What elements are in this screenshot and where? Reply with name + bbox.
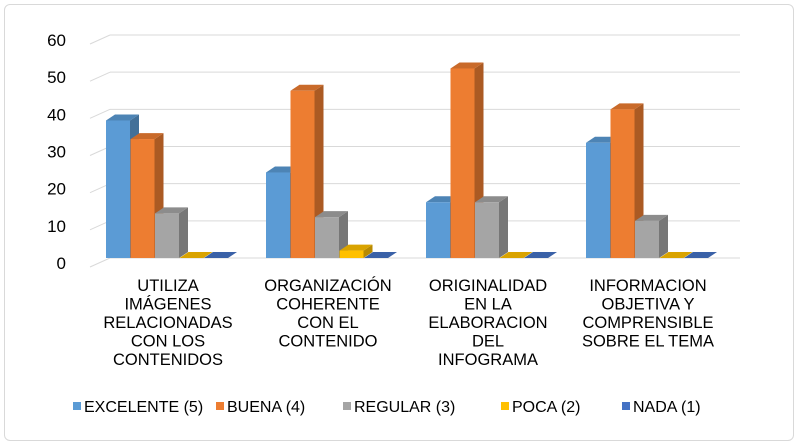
legend-swatch [73, 402, 81, 410]
legend: EXCELENTE (5) BUENA (4) REGULAR (3) POCA (2… [73, 399, 701, 416]
bars [106, 62, 717, 259]
y-tick-label: 20 [47, 180, 66, 199]
legend-item: BUENA (4) [216, 399, 305, 416]
bar [635, 214, 668, 258]
category-labels: UTILIZA IMÁGENES RELACIONADAS CON LOS CONTEN… [103, 276, 714, 369]
category-label: INFORMACION OBJETIVA Y COMPRENSIBLE SOBRE E… [582, 277, 714, 351]
bar [179, 252, 213, 258]
bar [364, 252, 397, 258]
legend-label: POCA (2) [512, 399, 580, 416]
category-label: ORIGINALIDAD EN LA ELABORACION DEL INFOGRAMA [428, 277, 547, 369]
y-tick-label: 60 [47, 31, 66, 50]
legend-item: REGULAR (3) [343, 399, 455, 416]
legend-item: EXCELENTE (5) [73, 399, 203, 416]
gridline-depth [89, 108, 111, 119]
y-tick-label: 10 [47, 217, 66, 236]
bar [684, 252, 717, 258]
legend-label: EXCELENTE (5) [84, 399, 203, 416]
legend-swatch [216, 402, 224, 410]
legend-swatch [501, 402, 509, 410]
bar [155, 207, 188, 258]
y-tick-label: 0 [57, 254, 66, 273]
y-tick-label: 30 [47, 143, 66, 162]
category-label: ORGANIZACIÓN COHERENTE CON EL CONTENIDO [264, 276, 391, 351]
bar [475, 196, 508, 258]
bar [204, 252, 237, 258]
y-tick-label: 50 [47, 68, 66, 87]
gridline-depth [89, 71, 111, 82]
bar [339, 244, 373, 258]
legend-label: NADA (1) [633, 399, 701, 416]
bar [450, 62, 484, 259]
bar [610, 103, 644, 258]
bar [290, 84, 324, 258]
bar [499, 252, 533, 258]
legend-label: BUENA (4) [227, 399, 305, 416]
bar [524, 252, 557, 258]
legend-swatch [622, 402, 630, 410]
y-axis-ticks: 0 10 20 30 40 50 60 [47, 31, 66, 273]
legend-swatch [343, 402, 351, 410]
y-tick-label: 40 [47, 105, 66, 124]
legend-item: POCA (2) [501, 399, 580, 416]
gridline-depth [89, 257, 111, 268]
bar [659, 252, 693, 258]
bar [315, 211, 348, 258]
gridline-depth [89, 34, 111, 45]
legend-item: NADA (1) [622, 399, 701, 416]
category-label: UTILIZA IMÁGENES RELACIONADAS CON LOS CONTEN… [103, 277, 232, 369]
legend-label: REGULAR (3) [354, 399, 455, 416]
